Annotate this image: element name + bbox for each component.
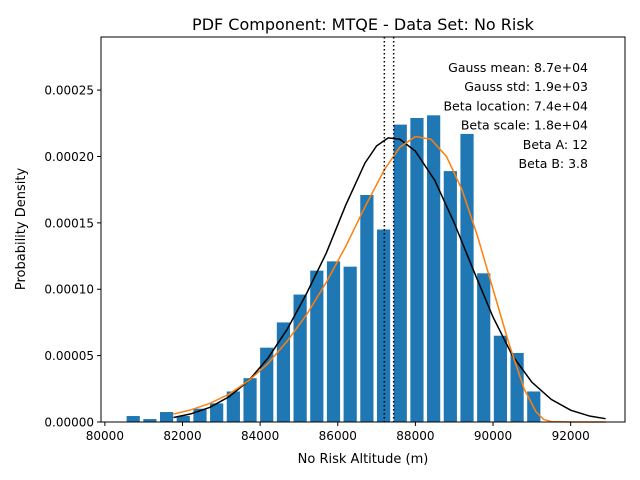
x-tick-label: 86000 [319,429,357,443]
histogram-bar [176,416,190,422]
histogram-bar [260,347,274,422]
histogram-bar [427,115,441,422]
histogram-bar [243,378,257,422]
y-tick-label: 0.00005 [44,349,94,363]
mean-markers [383,37,395,422]
histogram-bar [360,194,374,422]
histogram-bar [310,270,324,422]
x-tick-label: 92000 [552,429,590,443]
y-axis-label: Probability Density [14,168,29,291]
histogram-bar [326,261,341,422]
x-tick-label: 88000 [396,429,434,443]
x-tick-label: 84000 [241,429,279,443]
histogram-bar [293,294,307,422]
y-tick-label: 0.00015 [44,216,94,230]
annotation-line: Beta location: 7.4e+04 [443,98,588,113]
histogram-bar [226,391,240,422]
y-tick-label: 0.00025 [44,84,94,98]
histogram-bar [393,124,407,423]
chart-title: PDF Component: MTQE - Data Set: No Risk [192,15,535,34]
annotation-line: Gauss mean: 8.7e+04 [448,60,588,75]
histogram-bars [126,115,541,423]
x-axis: 80000 82000 84000 86000 88000 90000 92000 [86,422,590,443]
histogram-bar [460,133,474,422]
annotation-line: Beta B: 3.8 [519,156,588,171]
y-axis: 0.00000 0.00005 0.00010 0.00015 0.00020 0.000… [44,84,101,430]
fit-parameters-annotation: Gauss mean: 8.7e+04 Gauss std: 1.9e+03 Bet… [443,60,588,171]
histogram-bar [410,117,424,422]
beta-curve [173,135,606,423]
histogram-bar [510,352,524,422]
histogram-bar [376,229,391,422]
x-tick-label: 80000 [86,429,124,443]
histogram-bar [477,273,491,422]
histogram-bar [160,412,174,422]
fit-curves [173,135,606,423]
annotation-line: Beta scale: 1.8e+04 [461,118,588,133]
annotation-line: Beta A: 12 [523,137,588,152]
plot-area-frame [100,36,626,423]
y-tick-label: 0.00020 [44,150,94,164]
histogram-bar [210,403,224,422]
x-axis-label: No Risk Altitude (m) [298,452,429,467]
y-tick-label: 0.00010 [44,283,94,297]
annotation-line: Gauss std: 1.9e+03 [464,79,588,94]
x-tick-label: 90000 [474,429,512,443]
histogram-bar [276,322,291,422]
histogram-bar [126,416,140,422]
x-tick-label: 82000 [163,429,201,443]
histogram-bar [493,335,508,422]
y-tick-label: 0.00000 [44,416,94,430]
histogram-bar [143,419,157,422]
histogram-bar [343,266,357,422]
histogram-bar [443,171,457,422]
